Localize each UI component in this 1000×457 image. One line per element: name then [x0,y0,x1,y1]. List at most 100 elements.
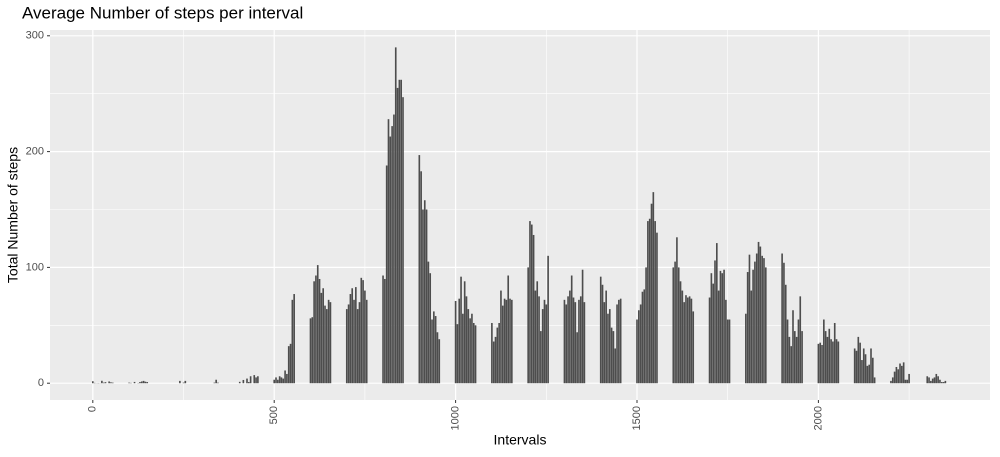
bar [759,246,762,384]
bar [683,302,685,384]
bar [688,296,691,384]
bar [182,382,185,384]
bar [111,382,114,384]
bar [284,370,286,384]
bar [400,79,403,384]
bar [213,382,216,384]
bar [928,377,930,384]
bar [835,339,838,384]
bar [434,316,437,384]
bar [541,309,544,384]
bar [933,377,936,384]
bar [801,331,803,384]
bar [757,241,760,384]
bar [184,380,187,384]
bar [608,309,611,384]
bar [503,298,506,384]
bar [102,382,105,384]
bar [494,336,497,384]
bar [891,377,894,384]
bar [511,299,513,384]
bar [139,382,141,384]
bar [501,305,504,384]
bar [899,363,901,384]
bar [823,319,825,384]
bar [565,304,568,384]
bar [792,310,794,384]
bar [672,267,675,384]
bar [460,276,462,384]
bar [859,342,861,384]
bar [752,269,754,384]
bar [603,302,606,384]
bar [345,309,348,384]
bar [781,253,783,384]
bar [614,348,617,384]
bar [637,310,640,384]
bar [253,375,256,384]
x-tick-label: 1000 [450,406,462,430]
bar [652,192,655,384]
bar [311,317,314,384]
x-axis-label: Intervals [494,432,547,448]
bar [385,165,388,384]
bar [754,261,756,384]
bar [140,381,143,384]
bar [456,324,459,384]
bar [320,292,323,384]
bar [648,218,651,384]
bar [821,344,823,384]
bar [278,376,281,384]
bar [569,290,571,384]
bar [429,273,432,384]
bar [748,254,751,384]
bar [462,313,464,384]
bar [238,381,241,384]
bar [273,379,276,384]
bar [784,284,787,384]
bar [612,331,615,384]
bar [423,200,426,384]
bar [402,97,404,384]
bar [496,327,499,384]
bar [396,87,399,384]
bar [750,290,753,384]
bar [364,290,366,384]
bar [636,319,638,384]
bar [864,354,867,384]
bar [543,299,546,384]
bar [897,369,900,384]
bar [944,380,947,384]
bar [893,371,896,384]
bar [832,341,834,384]
x-tick-label: 1500 [631,406,643,430]
bar [255,377,257,384]
bar [902,362,905,384]
bar [217,382,219,384]
bar [570,275,573,384]
bar [714,260,716,384]
bar [309,318,312,384]
bar [431,319,433,384]
bar [857,336,860,384]
bar [607,313,609,384]
bar [509,298,511,384]
bar [926,376,929,384]
bar [353,299,355,384]
bar [833,322,836,384]
bar [351,288,354,384]
bar [819,342,822,384]
bar [282,378,285,384]
bar [618,299,620,384]
bar [465,296,468,384]
bar [578,299,580,384]
bar [474,325,477,384]
y-tick-label: 300 [26,30,44,42]
bar [572,297,575,384]
bar [128,382,130,384]
bar [530,224,533,384]
bar [538,296,540,384]
bar [242,379,245,384]
bar [347,304,350,384]
